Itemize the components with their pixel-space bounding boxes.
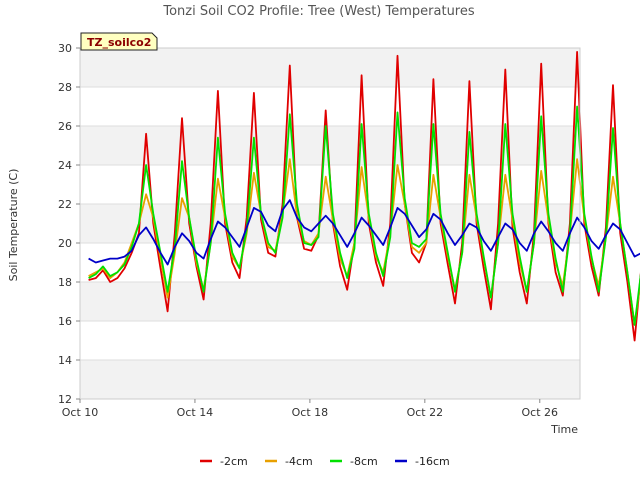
chart-tag: TZ_soilco2 — [80, 32, 158, 51]
x-axis-label: Time — [550, 423, 578, 436]
grid-band — [80, 360, 580, 399]
chart-title: Tonzi Soil CO2 Profile: Tree (West) Temp… — [162, 4, 475, 19]
y-axis-label: Soil Temperature (C) — [7, 169, 20, 282]
plot-frame — [79, 47, 581, 400]
y-tick-label: 16 — [58, 315, 72, 328]
plot-area — [80, 47, 640, 400]
grid-band — [80, 282, 580, 321]
legend-item: -8cm — [330, 455, 378, 468]
legend-label: -4cm — [285, 455, 313, 468]
x-tick-label: Oct 26 — [522, 406, 559, 419]
y-tick-label: 30 — [58, 42, 72, 55]
y-tick-label: 14 — [58, 354, 72, 367]
y-tick-label: 24 — [58, 159, 72, 172]
y-tick-label: 28 — [58, 81, 72, 94]
legend-item: -2cm — [200, 455, 248, 468]
series-line-minus-16cm — [88, 199, 640, 266]
x-tick-label: Oct 10 — [62, 406, 99, 419]
series-line-minus-8cm — [88, 105, 640, 326]
legend: -2cm -4cm -8cm -16cm — [200, 455, 450, 468]
legend-label: -8cm — [350, 455, 378, 468]
y-tick-label: 18 — [58, 276, 72, 289]
axes: 12 14 16 18 20 22 24 26 28 30 Oct 10 Oct 14 Oct 18 Oc… — [58, 42, 581, 419]
chart-tag-box — [80, 32, 158, 51]
grid-band — [80, 126, 580, 165]
x-tick-label: Oct 18 — [292, 406, 329, 419]
grid-band — [80, 48, 580, 87]
y-tick-label: 22 — [58, 198, 72, 211]
y-tick-label: 12 — [58, 393, 72, 406]
legend-item: -4cm — [265, 455, 313, 468]
chart-tag-label: TZ_soilco2 — [87, 36, 151, 49]
y-tick-label: 26 — [58, 120, 72, 133]
y-tick-label: 20 — [58, 237, 72, 250]
x-tick-label: Oct 14 — [177, 406, 214, 419]
x-tick-label: Oct 22 — [407, 406, 444, 419]
legend-label: -2cm — [220, 455, 248, 468]
legend-label: -16cm — [415, 455, 450, 468]
legend-item: -16cm — [395, 455, 450, 468]
